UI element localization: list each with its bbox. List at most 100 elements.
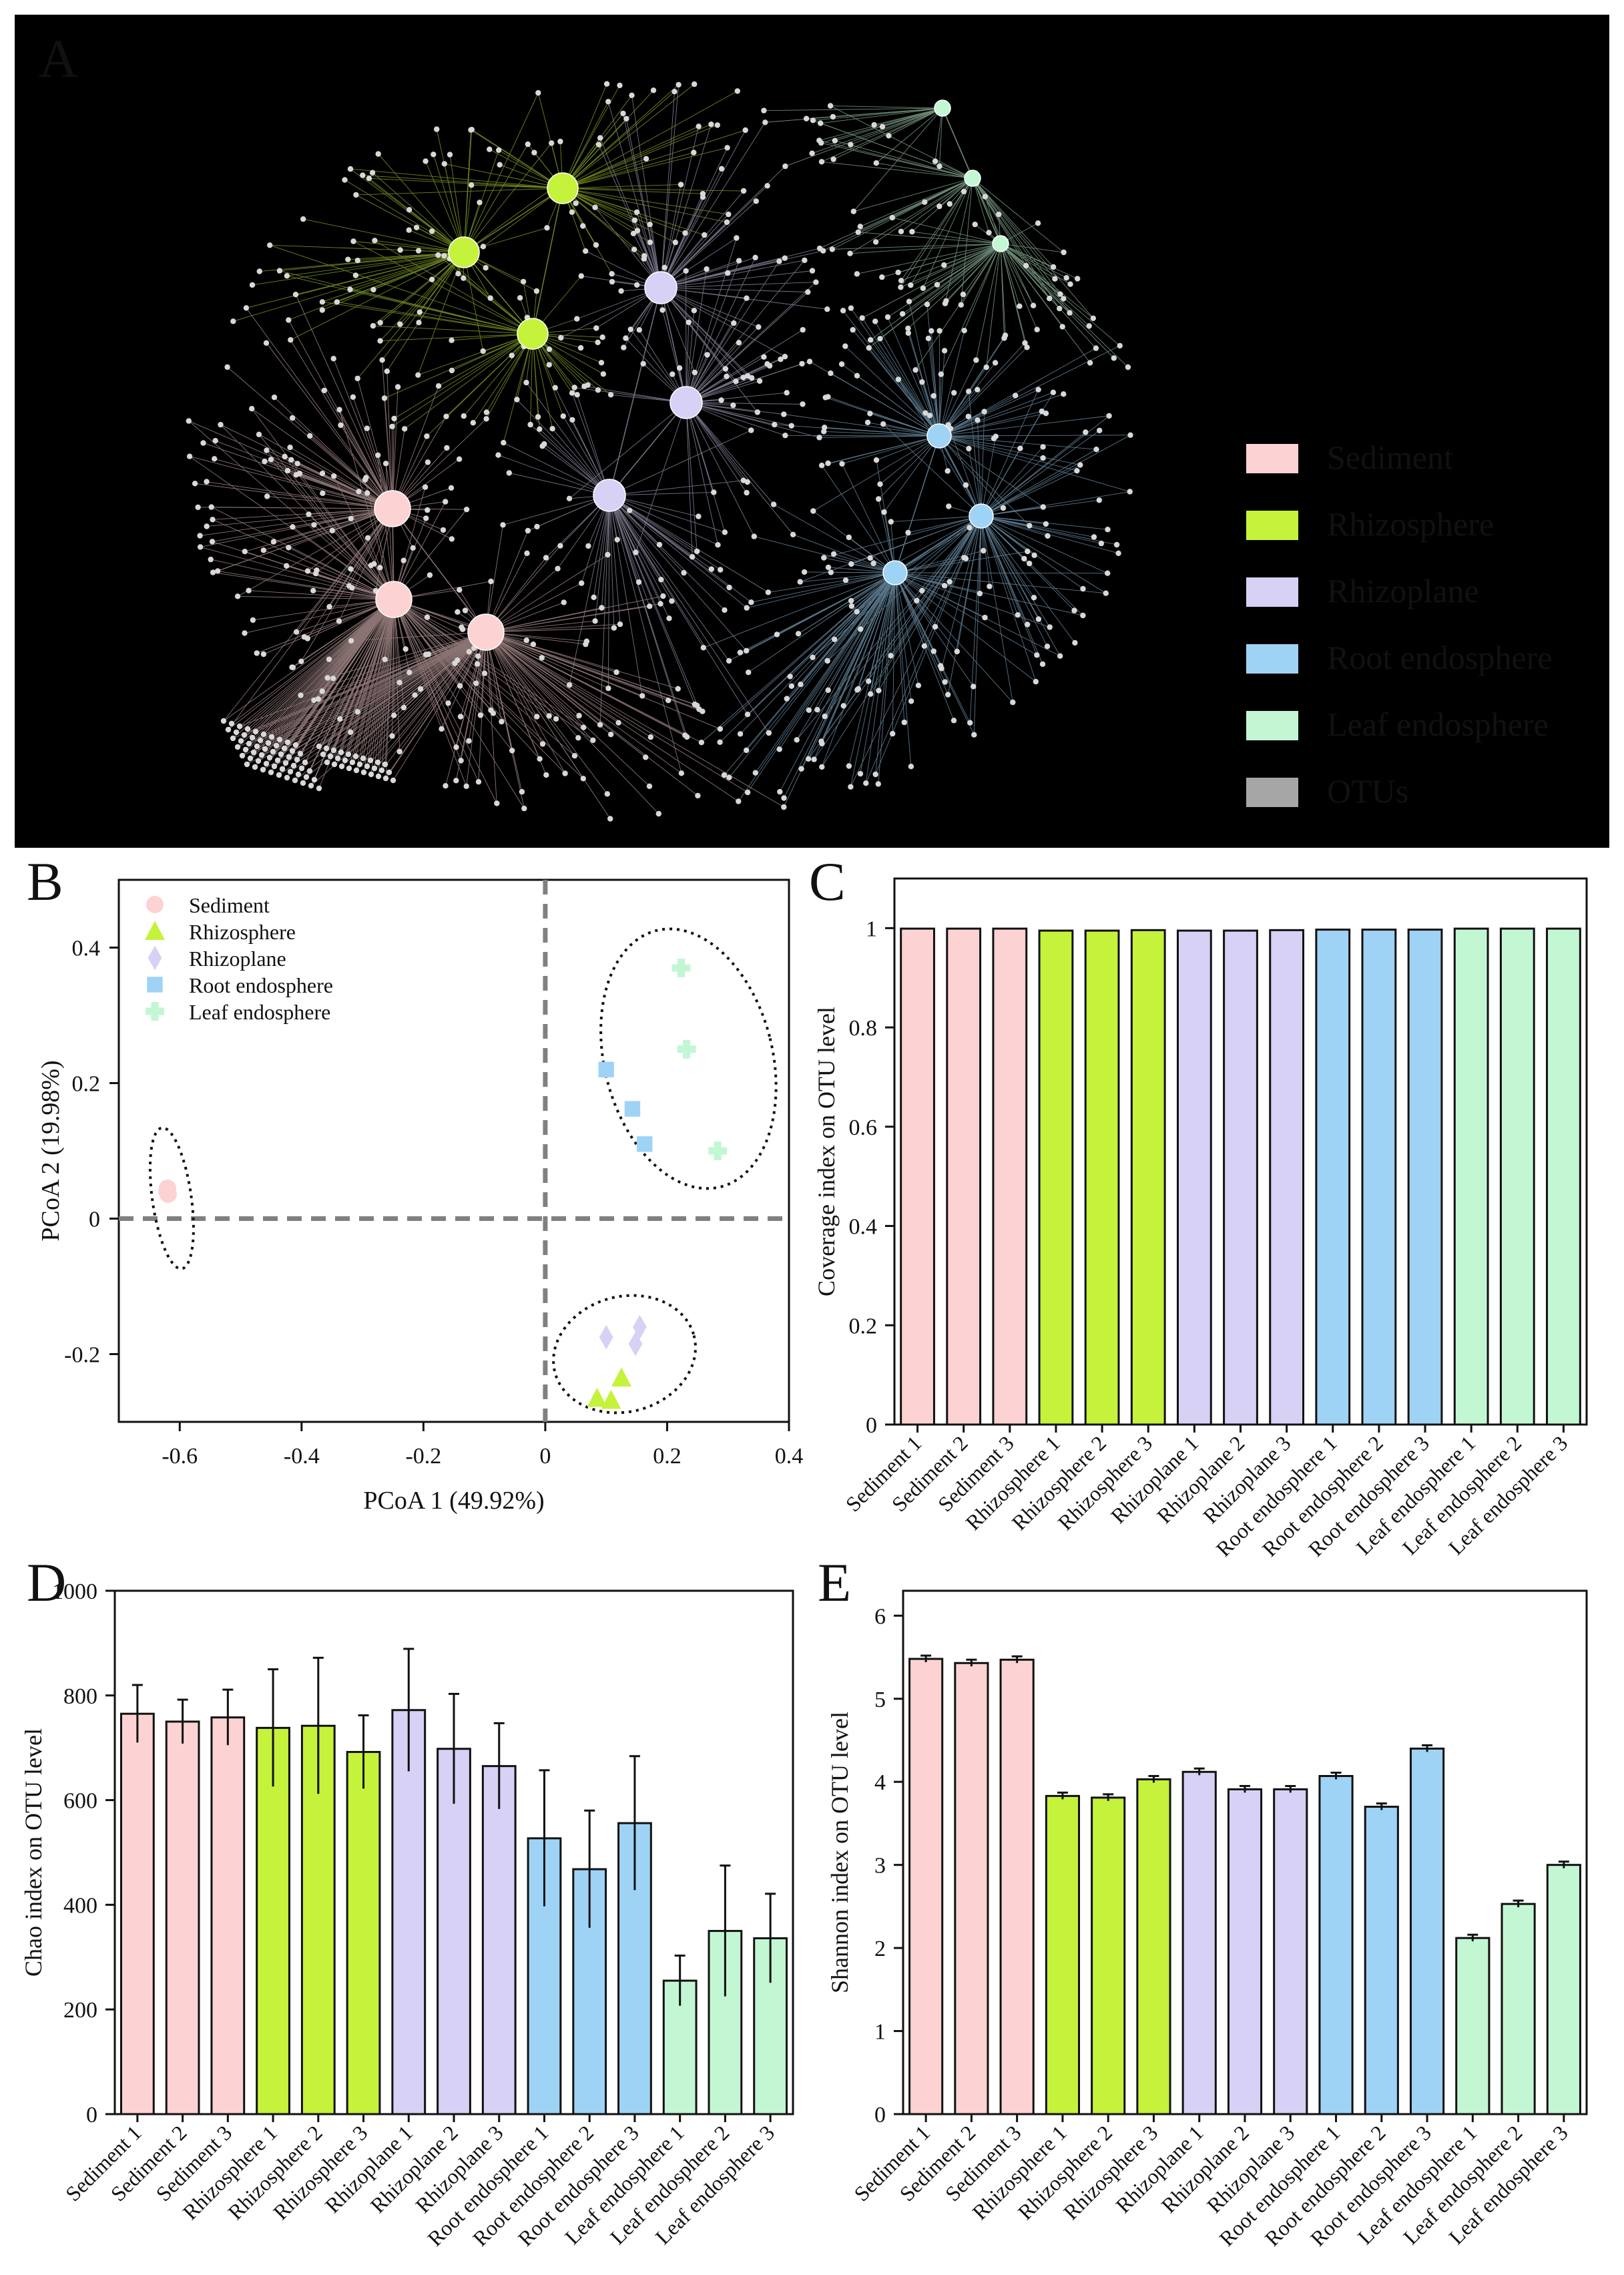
network-edge	[926, 304, 940, 437]
otu-node	[778, 356, 784, 362]
otu-node	[254, 743, 260, 750]
otu-node	[260, 766, 266, 773]
otu-node	[941, 348, 948, 354]
otu-node	[696, 513, 702, 519]
otu-node	[966, 445, 972, 452]
otu-node	[905, 325, 911, 332]
network-edge	[279, 252, 465, 272]
otu-node	[262, 458, 268, 465]
y-tick-label: 0.4	[849, 1215, 878, 1240]
otu-node	[368, 771, 374, 778]
otu-node	[348, 566, 354, 572]
network-edge	[210, 559, 394, 600]
otu-node	[736, 258, 742, 264]
otu-node	[575, 735, 581, 741]
panel-label-b: B	[27, 851, 63, 912]
otu-node	[595, 387, 601, 393]
otu-node	[443, 413, 449, 419]
network-edge	[562, 125, 718, 189]
legend-swatch	[1246, 511, 1298, 540]
otu-node	[1034, 326, 1040, 332]
otu-node	[407, 670, 413, 676]
otu-node	[282, 760, 289, 766]
network-edge	[819, 435, 940, 438]
network-edge	[206, 481, 393, 509]
otu-node	[233, 729, 240, 736]
otu-node	[592, 204, 598, 210]
network-edge	[609, 495, 615, 628]
otu-node	[691, 308, 698, 314]
network-edge	[791, 572, 896, 687]
network-edge	[294, 599, 394, 781]
network-edge	[701, 572, 896, 743]
otu-node	[1050, 389, 1057, 395]
network-edge	[215, 440, 393, 509]
otu-node	[506, 470, 512, 476]
network-edge	[660, 214, 729, 288]
otu-node	[571, 385, 577, 391]
network-edge	[562, 184, 682, 189]
otu-node	[447, 152, 453, 158]
otu-node	[689, 554, 696, 560]
network-edge	[290, 447, 393, 509]
network-edge	[562, 188, 645, 259]
bar	[1455, 1937, 1491, 2115]
otu-node	[239, 752, 246, 759]
network-edge	[252, 252, 465, 286]
network-edge	[352, 397, 393, 509]
otu-node	[617, 82, 623, 89]
network-edge	[200, 508, 393, 536]
otu-node	[289, 748, 296, 754]
network-edge	[890, 515, 982, 656]
otu-node	[898, 228, 904, 234]
network-edge	[842, 435, 940, 465]
otu-node	[740, 188, 747, 194]
network-edge	[894, 572, 912, 702]
network-edge	[357, 252, 465, 379]
otu-node	[895, 269, 901, 276]
otu-node	[416, 320, 422, 326]
otu-node	[480, 348, 486, 354]
otu-node	[647, 603, 653, 609]
y-tick-label: 200	[63, 1998, 97, 2023]
network-edge	[796, 572, 896, 740]
otu-node	[546, 346, 553, 352]
otu-node	[289, 664, 295, 670]
otu-node	[855, 229, 861, 235]
scatter-point	[159, 1185, 177, 1203]
network-edge	[813, 511, 896, 573]
network-edge	[393, 599, 479, 782]
otu-node	[400, 557, 407, 563]
network-edge	[370, 631, 487, 775]
otu-node	[310, 587, 316, 593]
otu-node	[256, 431, 262, 437]
otu-node	[294, 756, 300, 763]
network-edge	[598, 144, 661, 288]
network-edge	[938, 393, 1064, 437]
otu-node	[788, 423, 794, 429]
otu-node	[766, 730, 772, 736]
otu-node	[678, 182, 684, 188]
otu-node	[776, 258, 782, 264]
otu-node	[870, 560, 876, 567]
network-edge	[485, 631, 784, 808]
network-edge	[485, 631, 547, 776]
network-edge	[894, 572, 1013, 703]
otu-node	[633, 209, 640, 215]
otu-node	[646, 783, 653, 790]
network-edge	[392, 631, 487, 781]
otu-node	[593, 242, 599, 248]
network-edge	[393, 599, 449, 704]
otu-node	[726, 584, 732, 591]
otu-node	[268, 734, 275, 740]
otu-node	[746, 670, 752, 676]
otu-node	[463, 507, 470, 513]
network-edge	[532, 333, 540, 429]
network-edge	[1000, 243, 1006, 336]
otu-node	[389, 733, 395, 739]
otu-node	[744, 712, 751, 718]
otu-node	[936, 203, 942, 210]
otu-node	[800, 326, 806, 333]
network-edge	[485, 631, 579, 738]
otu-node	[762, 119, 768, 125]
